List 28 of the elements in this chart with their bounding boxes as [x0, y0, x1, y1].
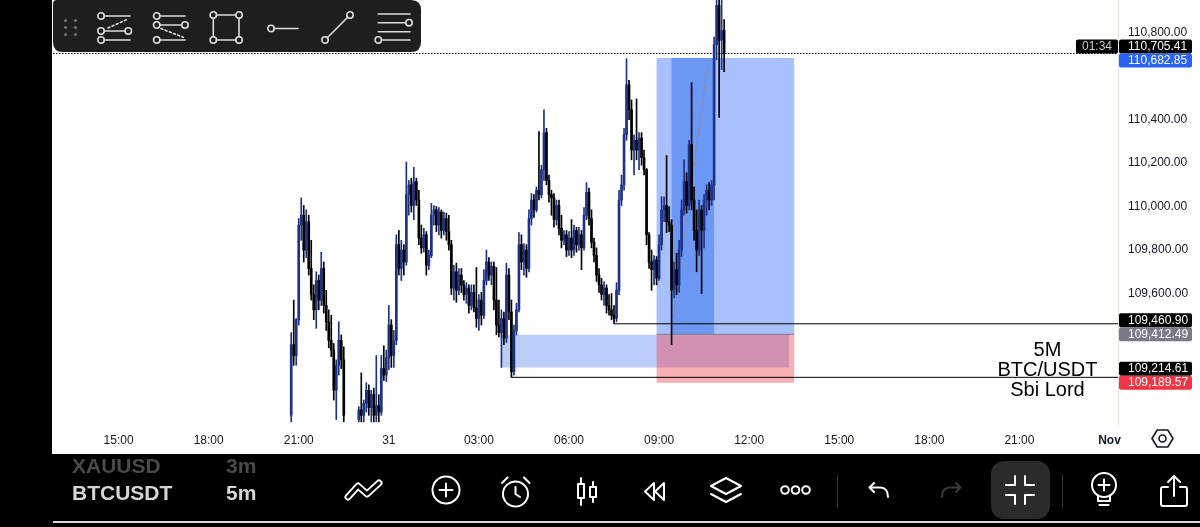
y-tick-label: 110,682.85: [1128, 52, 1188, 67]
x-tick-label: 18:00: [193, 432, 224, 447]
y-tick-label: 109,800.00: [1128, 242, 1189, 257]
x-tick-label: 03:00: [463, 432, 495, 447]
y-tick-label: 110,400.00: [1128, 111, 1188, 126]
data-label: 109,460.90: [1128, 312, 1189, 327]
x-tick-label: Nov: [1098, 432, 1122, 447]
x-tick-label: 21:00: [283, 432, 315, 447]
text: 3m: [226, 454, 257, 477]
text: BTCUSDT: [72, 481, 173, 505]
y-tick-label: 110,200.00: [1128, 155, 1188, 170]
x-tick-label: 31: [382, 432, 396, 447]
annotation: 5M BTC/USDT Sbi Lord: [996, 338, 1099, 400]
x-tick-label: 06:00: [553, 432, 585, 447]
y-tick-label: 110,800.00: [1128, 24, 1188, 39]
y-tick-label: 109,412.49: [1128, 326, 1189, 341]
y-tick-label: 109,189.57: [1128, 375, 1189, 390]
text: XAUUSD: [72, 454, 161, 477]
data-label: 109,214.61: [1128, 361, 1189, 376]
x-tick-label: 15:00: [103, 432, 134, 447]
y-tick-label: 110,000.00: [1128, 198, 1188, 213]
x-tick-label: 18:00: [914, 432, 945, 447]
text: 5m: [226, 481, 257, 505]
x-tick-label: 21:00: [1004, 432, 1035, 447]
x-tick-label: 15:00: [824, 432, 855, 447]
y-tick-label: 109,600.00: [1128, 285, 1189, 300]
x-tick-label: 12:00: [734, 432, 765, 447]
x-tick-label: 09:00: [644, 432, 675, 447]
